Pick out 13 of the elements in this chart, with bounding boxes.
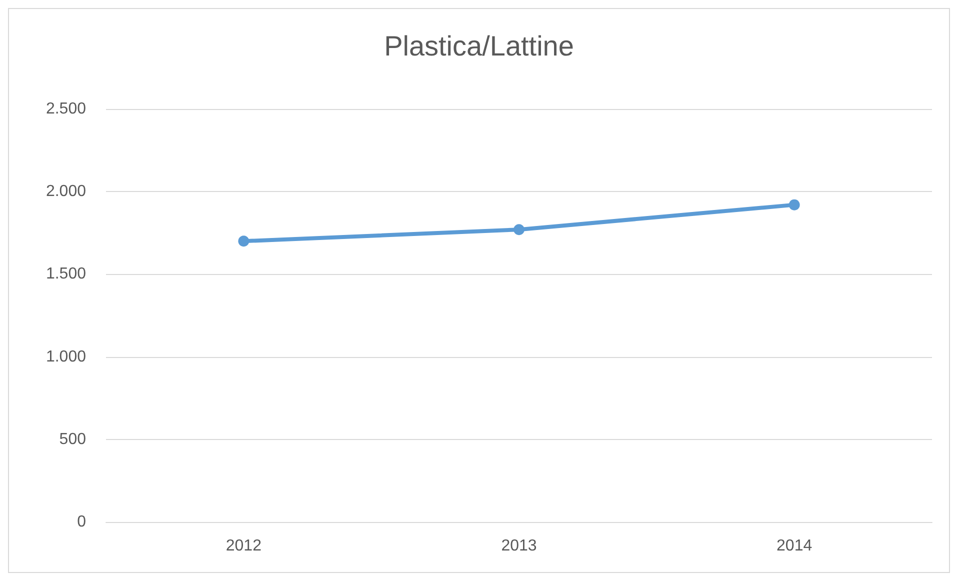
x-tick-label: 2014 (776, 538, 812, 554)
y-tick-label: 2.500 (46, 100, 86, 118)
y-tick-label: 1.500 (46, 266, 86, 283)
y-tick-label: 0 (77, 514, 86, 530)
y-tick-label: 1.000 (46, 348, 86, 366)
y-tick-label: 2.000 (46, 183, 86, 200)
chart-title: Plastica/Lattine (384, 30, 574, 62)
point (514, 224, 524, 236)
point (788, 199, 800, 210)
point (238, 236, 250, 247)
x-tick-label: 2012 (226, 538, 262, 554)
x-tick-label: 2013 (501, 538, 537, 554)
y-tick-label: 500 (59, 430, 86, 448)
